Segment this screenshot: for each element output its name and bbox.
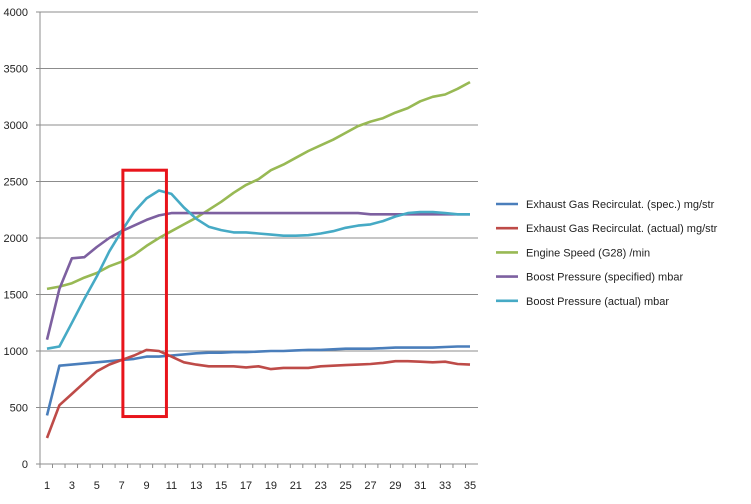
x-tick-label: 7 (119, 480, 125, 492)
y-axis-ticks: 0 500 1000 1500 2000 2500 3000 3500 4000 (4, 7, 40, 471)
y-tick-label: 2500 (4, 177, 28, 189)
y-tick-label: 1500 (4, 290, 28, 302)
y-tick-label: 3000 (4, 120, 28, 132)
y-tick-label: 500 (10, 403, 28, 415)
x-tick-label: 33 (439, 480, 451, 492)
series-line-2 (45, 348, 471, 439)
y-tick-label: 0 (22, 459, 28, 471)
series-line-1 (45, 345, 470, 416)
y-tick-label: 3500 (4, 64, 28, 76)
y-tick-label: 4000 (4, 7, 28, 19)
gridlines (40, 11, 478, 408)
x-tick-label: 1 (44, 480, 50, 492)
x-tick-label: 25 (339, 480, 351, 492)
x-tick-label: 11 (166, 480, 177, 492)
x-tick-label: 29 (389, 480, 401, 492)
highlight-box (121, 168, 168, 419)
series-line-3 (46, 80, 471, 291)
x-tick-label: 27 (364, 480, 376, 492)
series-line-5 (46, 189, 470, 350)
legend-label: Exhaust Gas Recirculat. (actual) mg/str (526, 223, 718, 235)
x-tick-label: 35 (464, 480, 476, 492)
x-tick-label: 9 (143, 480, 149, 492)
axes (39, 12, 478, 465)
x-tick-label: 23 (315, 480, 327, 492)
legend-label: Exhaust Gas Recirculat. (spec.) mg/str (526, 199, 715, 211)
x-tick-label: 3 (69, 480, 75, 492)
x-tick-label: 13 (190, 480, 202, 492)
legend-label: Boost Pressure (actual) mbar (526, 296, 669, 308)
x-axis-ticks: 1 3 5 7 9 11 13 15 17 19 21 23 25 27 29 31 33 35 (39, 464, 476, 492)
series-line-4 (45, 211, 470, 341)
legend-label: Engine Speed (G28) /min (526, 247, 650, 259)
y-tick-label: 2000 (4, 233, 28, 245)
x-tick-label: 19 (265, 480, 277, 492)
legend-label: Boost Pressure (specified) mbar (526, 272, 683, 284)
series-lines (45, 80, 471, 439)
y-tick-label: 1000 (4, 346, 28, 358)
x-tick-label: 15 (215, 480, 227, 492)
legend: Exhaust Gas Recirculat. (spec.) mg/str Ex… (496, 199, 718, 308)
x-tick-label: 17 (240, 480, 252, 492)
x-tick-label: 21 (290, 480, 302, 492)
x-tick-label: 31 (414, 480, 426, 492)
highlight-rectangle (121, 168, 168, 419)
x-tick-label: 5 (94, 480, 100, 492)
